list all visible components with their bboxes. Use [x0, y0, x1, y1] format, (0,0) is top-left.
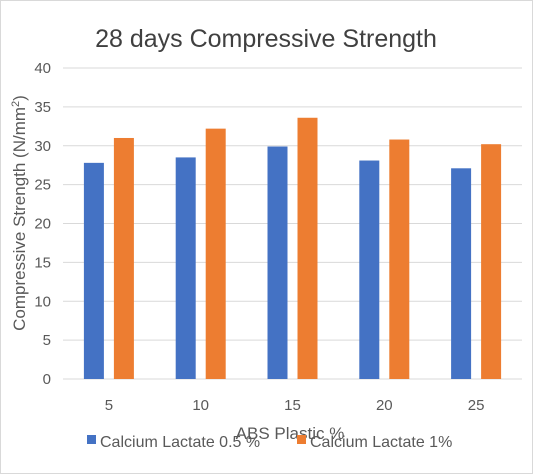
x-tick-label: 25 [468, 397, 485, 414]
legend-label-series-2: Calcium Lactate 1% [310, 434, 452, 451]
y-tick-label: 10 [34, 293, 51, 310]
legend-label-series-1: Calcium Lactate 0.5 % [100, 434, 260, 451]
legend-swatch-series-2 [297, 435, 306, 444]
y-tick-label: 40 [34, 60, 51, 77]
y-tick-label: 35 [34, 99, 51, 116]
gridlines [63, 67, 522, 380]
x-axis-title: ABS Plastic % [236, 424, 345, 443]
x-tick-label: 5 [105, 397, 113, 414]
bar-series-2-cat-10 [205, 128, 226, 379]
y-axis-title: Compressive Strength (N/mm2) [10, 95, 29, 331]
bar-series-1-cat-5 [83, 162, 104, 379]
y-tick-label: 30 [34, 138, 51, 155]
y-tick-label: 20 [34, 216, 51, 233]
chart-title: 28 days Compressive Strength [95, 25, 437, 53]
y-tick-label: 5 [43, 332, 51, 349]
bar-series-1-cat-15 [267, 146, 288, 379]
y-tick-label: 0 [43, 371, 51, 388]
legend-swatch-series-1 [87, 435, 96, 444]
bar-series-2-cat-5 [113, 137, 134, 379]
x-tick-label: 15 [284, 397, 301, 414]
y-tick-label: 15 [34, 254, 51, 271]
bar-series-1-cat-25 [451, 168, 472, 379]
x-tick-label: 20 [376, 397, 393, 414]
bar-series-2-cat-20 [389, 139, 410, 379]
bars [83, 117, 502, 379]
bar-series-2-cat-25 [481, 144, 502, 379]
y-axis-tick-labels: 0 5 10 15 20 25 30 35 40 [34, 60, 51, 388]
bar-series-1-cat-20 [359, 160, 380, 379]
x-axis-tick-labels: 5 10 15 20 25 [105, 397, 485, 414]
x-tick-label: 10 [192, 397, 209, 414]
bar-series-2-cat-15 [297, 117, 318, 379]
legend: Calcium Lactate 0.5 % Calcium Lactate 1% [87, 434, 452, 451]
bar-series-1-cat-10 [175, 157, 196, 379]
y-tick-label: 25 [34, 177, 51, 194]
